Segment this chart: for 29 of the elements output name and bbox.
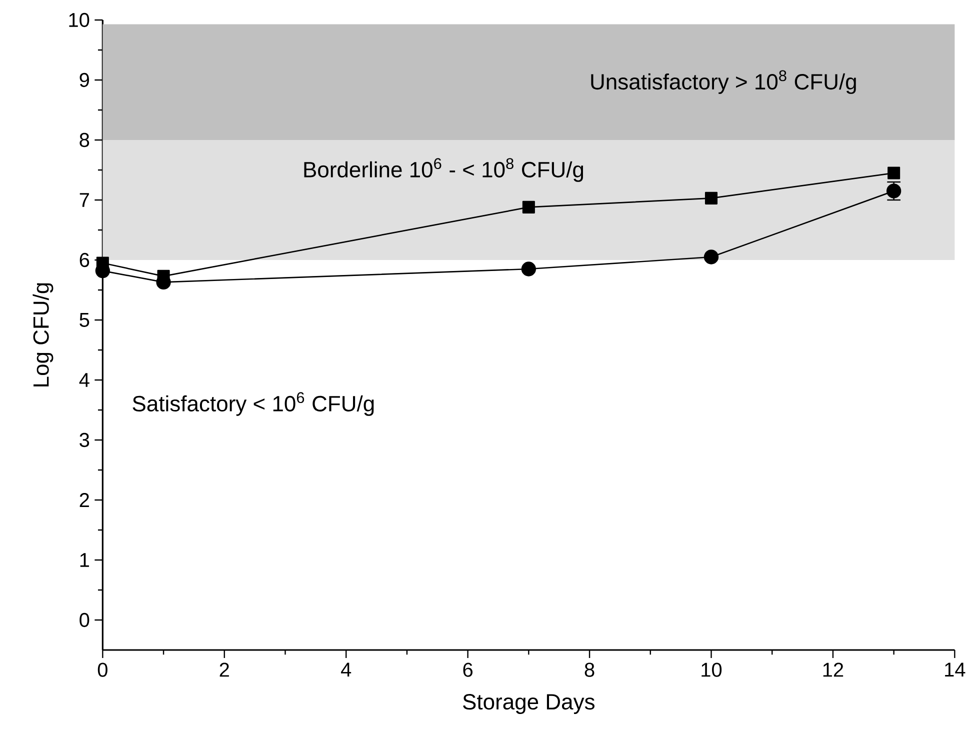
y-tick-label: 9 (80, 72, 89, 88)
y-tick-label: 5 (80, 313, 90, 327)
point (888, 166, 900, 180)
x-tick-label: 2 (220, 662, 229, 677)
y-tick-label: 8 (80, 132, 90, 148)
x-tick-label: 14 (945, 662, 966, 676)
band-label: Borderline 10$^{6}$ - < 10$^{8}$ CFU/g (304, 158, 584, 182)
y-tick-label: 2 (80, 493, 89, 507)
y-tick-label: 1 (80, 553, 89, 567)
x-tick-label: 6 (463, 662, 472, 677)
point (704, 192, 718, 204)
y-tick-label: 7 (80, 193, 89, 207)
x-axis-title: Storage Days (463, 694, 594, 714)
y-tick-label: 10 (69, 12, 90, 28)
y-tick-label: 6 (80, 252, 90, 268)
point (521, 262, 536, 276)
x-tick-label: 10 (702, 662, 722, 677)
x-tick-label: 8 (584, 662, 594, 677)
band-label: Unsatisfactory > 10$^{8}$ CFU/g (591, 70, 856, 94)
y-tick-label: 4 (79, 373, 90, 387)
annotation: Satisfactory < 10$^{6}$ CFU/g (132, 392, 374, 416)
x-tick-label: 4 (340, 662, 352, 676)
y-axis-title: Log CFU/g (32, 283, 54, 386)
x-tick-label: 0 (98, 662, 108, 677)
y-tick-label: 0 (80, 612, 90, 628)
point (704, 250, 719, 264)
point (522, 200, 535, 214)
x-tick-label: 12 (823, 662, 844, 677)
y-tick-label: 3 (80, 432, 90, 448)
